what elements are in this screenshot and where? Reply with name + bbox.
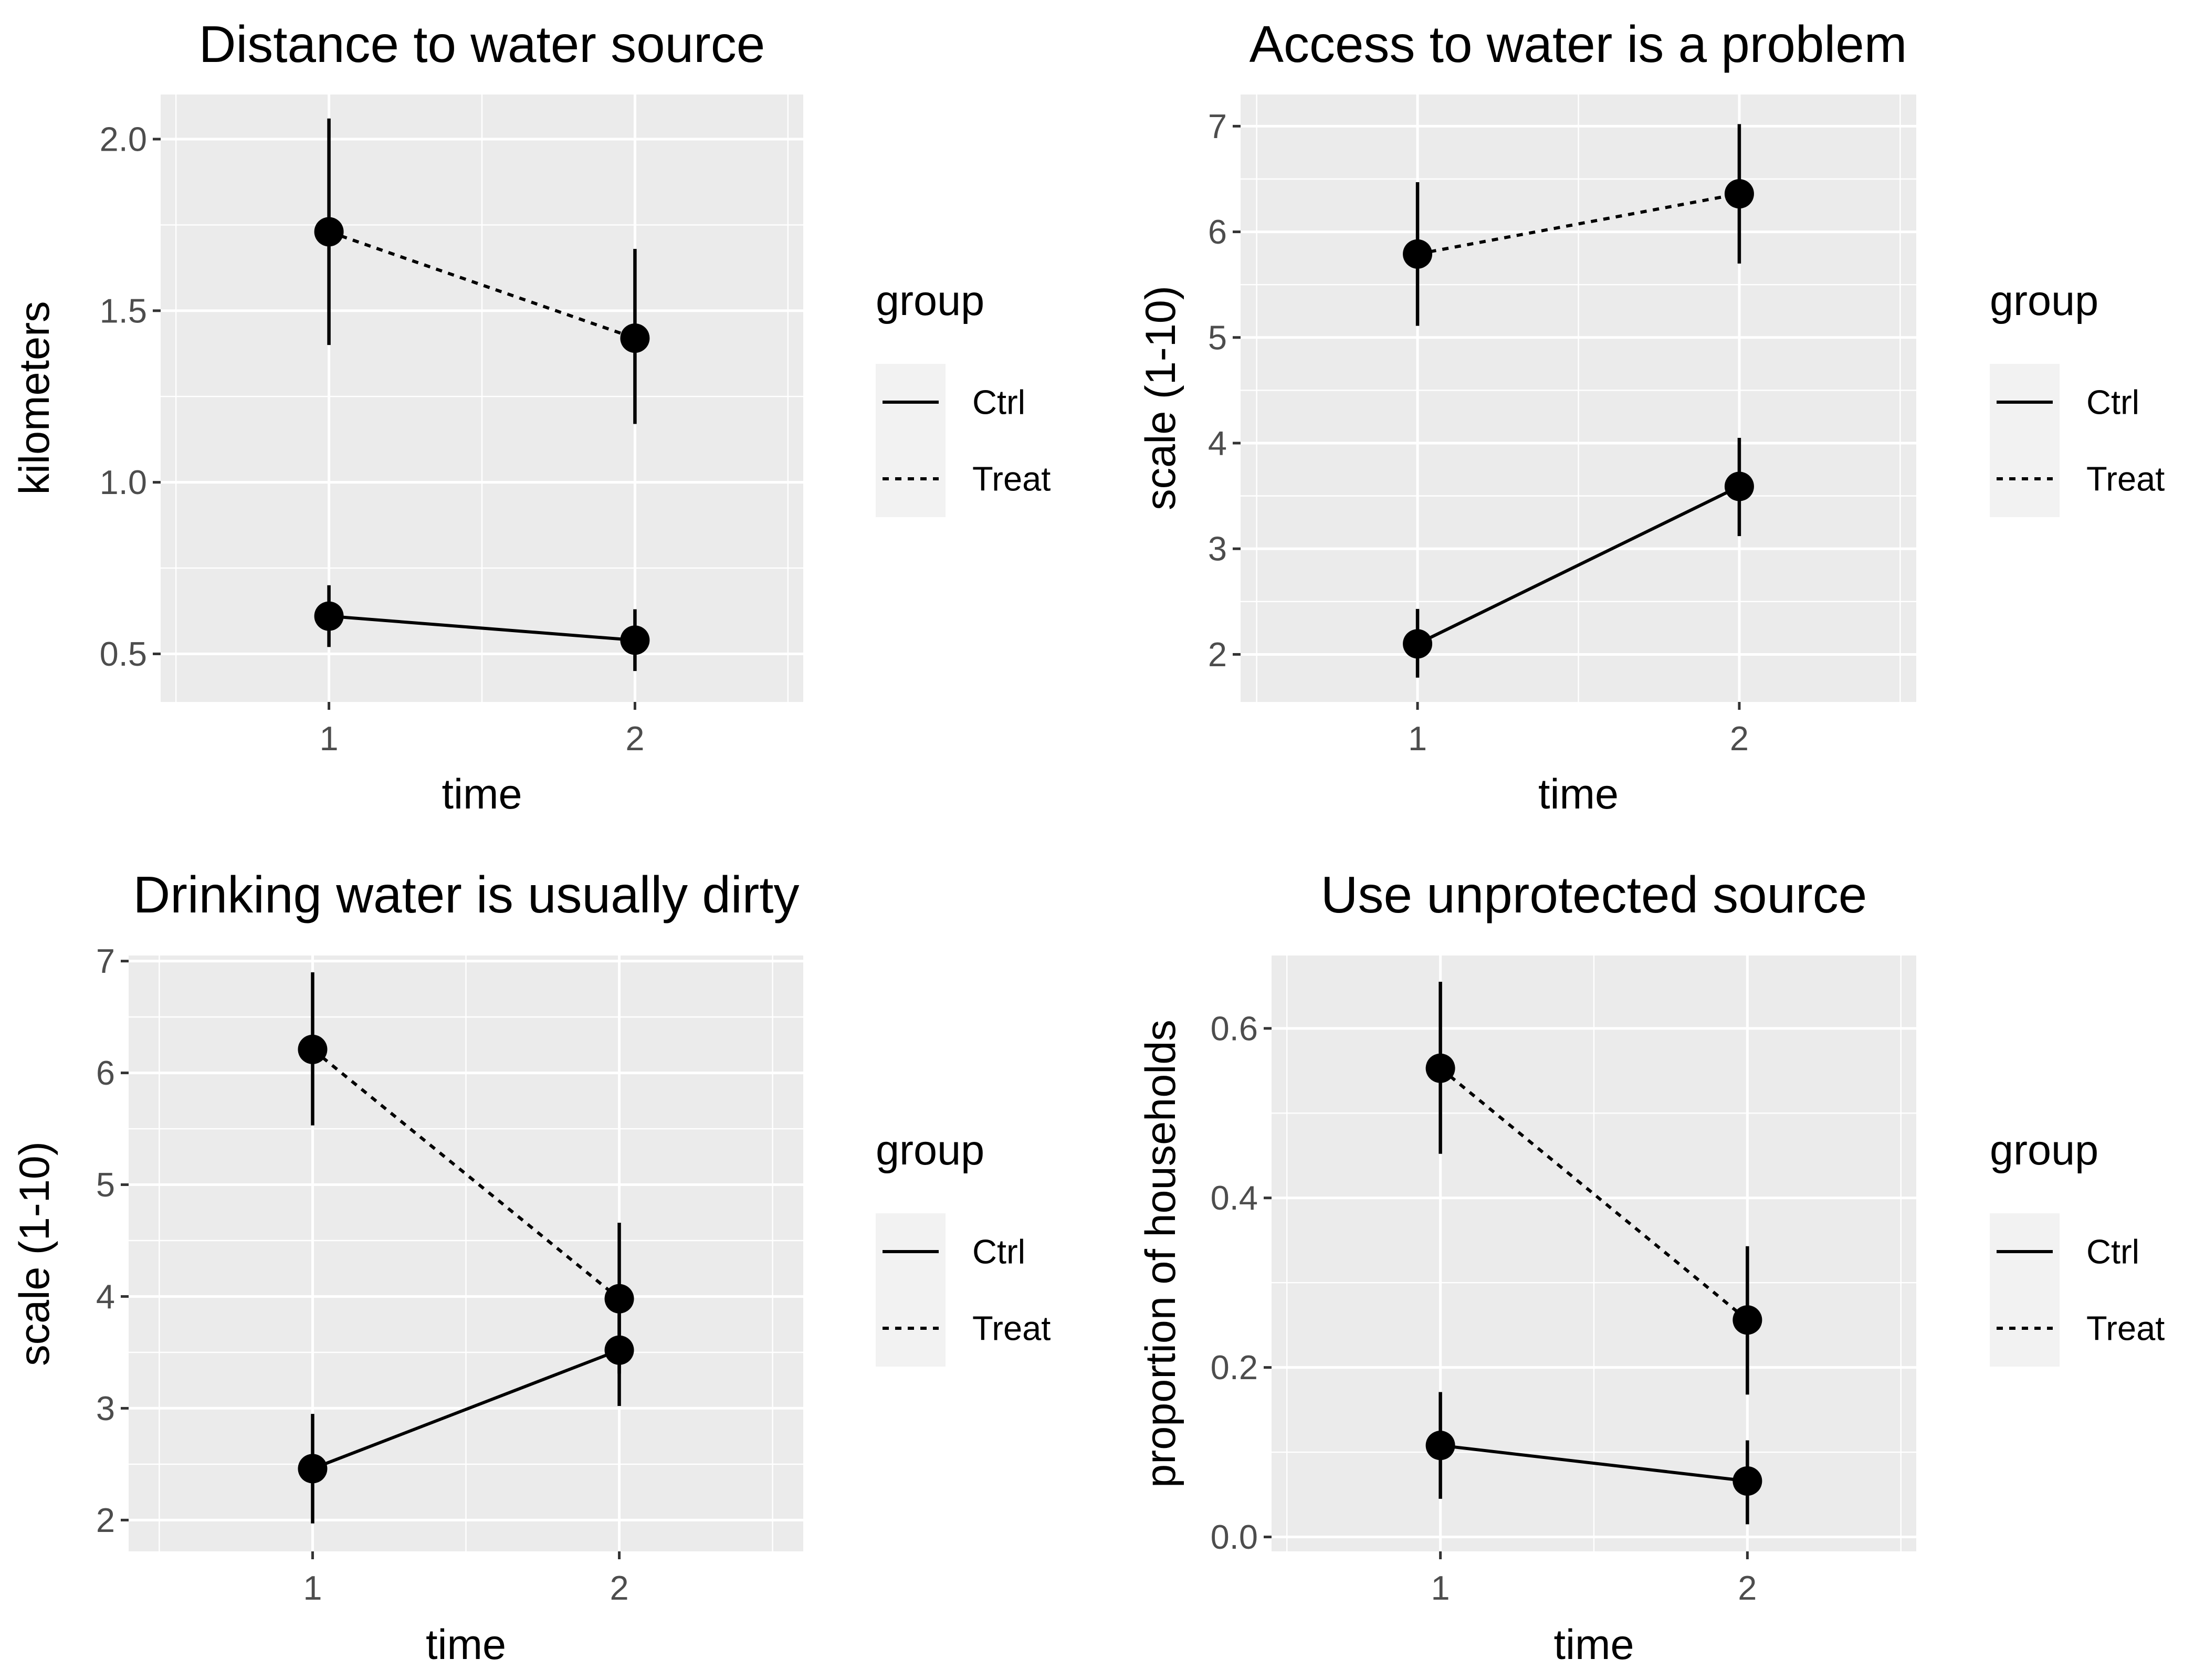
legend-entry-ctrl: Ctrl [876,1213,1025,1290]
y-tick-label: 7 [1208,107,1227,145]
data-point-ctrl [314,601,344,631]
data-point-treat [314,217,344,247]
data-point-ctrl [620,625,650,655]
legend: group Ctrl Treat [876,1127,1051,1367]
series-line-treat [311,1048,621,1300]
chart-title: Access to water is a problem [1250,15,1907,73]
x-tick-label: 2 [625,719,644,758]
y-axis-title: kilometers [11,301,58,495]
y-tick-label: 7 [96,942,115,980]
y-axis-title: scale (1-10) [11,1141,58,1366]
data-point-ctrl [1724,471,1754,501]
legend-label: Ctrl [2086,383,2139,422]
x-axis-title: time [1553,1621,1634,1668]
chart-panel-4: 0.0 0.2 0.4 0.6 1 2 Use unprotected source time… [1137,866,2165,1668]
data-point-treat [1425,1053,1455,1083]
y-tick-label: 3 [96,1389,115,1427]
legend-entry-treat: Treat [876,440,1051,517]
y-tick-label: 0.2 [1211,1348,1258,1387]
legend-entry-treat: Treat [876,1290,1051,1367]
legend-label: Treat [972,460,1051,498]
legend-title: group [876,1127,984,1174]
series-line-ctrl [329,614,635,642]
legend-label: Treat [2086,1309,2165,1348]
data-point-treat [604,1284,634,1314]
x-axis-title: time [442,771,522,818]
legend: group Ctrl Treat [1990,1127,2165,1367]
legend-label: Treat [972,1309,1051,1348]
legend-title: group [1990,1127,2098,1174]
series-line-ctrl [1416,485,1740,646]
y-tick-label: 5 [1208,318,1227,356]
legend-entry-ctrl: Ctrl [1990,364,2139,440]
legend-label: Ctrl [972,1233,1025,1271]
data-point-ctrl [1425,1431,1455,1461]
y-tick-label: 4 [1208,424,1227,463]
data-point-ctrl [1403,629,1433,659]
y-tick-label: 6 [96,1054,115,1092]
y-tick-label: 0.6 [1211,1009,1258,1047]
legend-entry-ctrl: Ctrl [1990,1213,2139,1290]
legend-title: group [1990,277,2098,324]
data-point-treat [1403,239,1433,269]
x-axis-title: time [426,1621,506,1668]
x-axis-title: time [1538,771,1619,818]
legend-entry-treat: Treat [1990,1290,2165,1367]
data-point-ctrl [1732,1466,1762,1496]
series-line-treat [1439,1067,1749,1321]
y-axis-title: scale (1-10) [1137,286,1184,510]
y-tick-label: 2.0 [100,120,147,158]
y-tick-label: 0.5 [100,635,147,673]
y-tick-label: 1.5 [100,291,147,330]
y-tick-label: 1.0 [100,463,147,501]
y-tick-label: 4 [96,1277,115,1316]
series-line-ctrl [1440,1444,1748,1483]
series-line-treat [328,230,636,340]
legend-label: Ctrl [972,383,1025,422]
x-tick-label: 1 [1408,719,1427,758]
y-tick-label: 0.4 [1211,1179,1258,1217]
legend-entry-treat: Treat [1990,440,2165,517]
x-tick-label: 2 [610,1569,628,1607]
y-tick-label: 5 [96,1166,115,1204]
x-tick-label: 1 [303,1569,322,1607]
y-tick-label: 2 [1208,635,1227,674]
data-point-treat [620,323,650,353]
x-tick-label: 1 [1431,1569,1450,1607]
data-point-treat [298,1034,328,1064]
legend-entry-ctrl: Ctrl [876,364,1025,440]
data-point-ctrl [298,1454,328,1484]
y-tick-label: 3 [1208,530,1227,568]
x-tick-label: 2 [1730,719,1749,758]
legend-label: Ctrl [2086,1233,2139,1271]
y-axis-title: proportion of households [1137,1020,1184,1488]
series-line-ctrl [312,1348,620,1471]
series-line-treat [1417,192,1740,256]
chart-title: Use unprotected source [1321,866,1867,923]
y-tick-label: 0.0 [1211,1518,1258,1556]
chart-panel-2: 2 3 4 5 6 7 1 2 Access to water is a problem time… [1137,15,2165,818]
y-tick-label: 2 [96,1501,115,1539]
legend-title: group [876,277,984,324]
x-tick-label: 1 [319,719,338,758]
chart-panel-1: 0.5 1.0 1.5 2.0 1 2 Distance to water source ti… [11,15,1051,818]
chart-panel-3: 2 3 4 5 6 7 1 2 Drinking water is usually dirty t… [11,866,1051,1668]
data-point-treat [1732,1305,1762,1335]
legend: group Ctrl Treat [876,277,1051,517]
y-tick-label: 6 [1208,213,1227,251]
chart-title: Drinking water is usually dirty [133,866,800,923]
legend-label: Treat [2086,460,2165,498]
data-point-treat [1724,179,1754,209]
x-tick-label: 2 [1738,1569,1757,1607]
chart-title: Distance to water source [199,15,765,73]
legend: group Ctrl Treat [1990,277,2165,517]
